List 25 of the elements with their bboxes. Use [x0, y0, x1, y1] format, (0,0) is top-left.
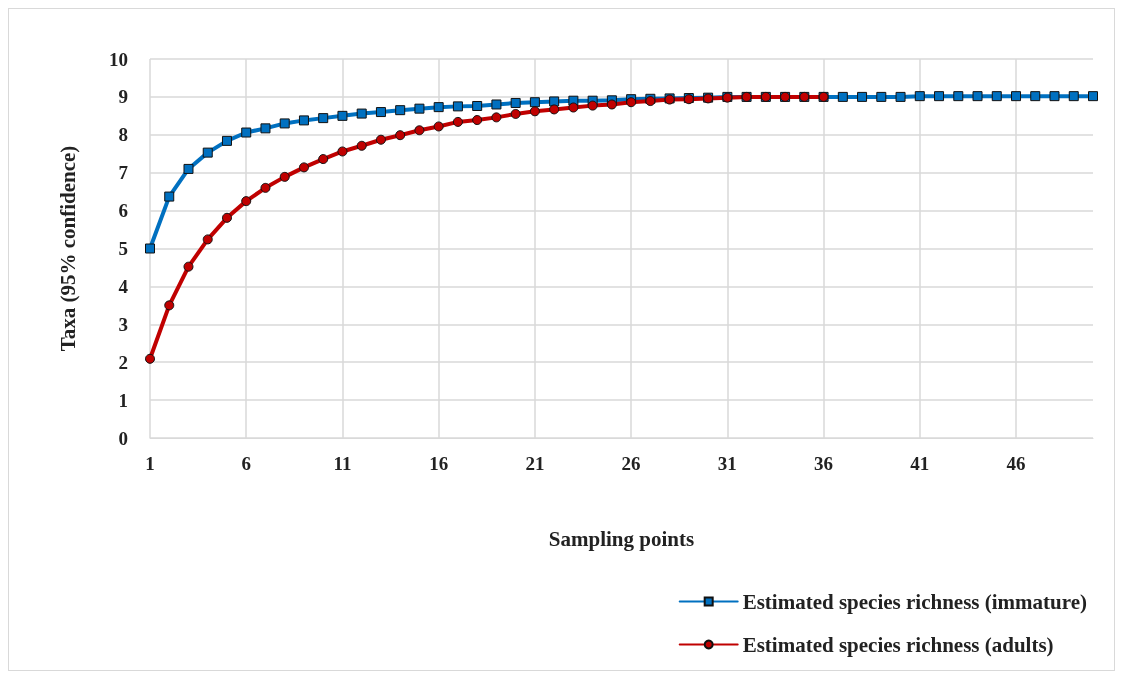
y-tick-label: 4	[118, 275, 129, 297]
y-tick-label: 3	[118, 313, 128, 335]
x-tick-label: 26	[621, 453, 641, 474]
x-axis-title: Sampling points	[548, 526, 695, 551]
y-tick-label: 9	[118, 86, 128, 108]
x-tick-label: 16	[429, 453, 449, 474]
x-tick-label: 6	[241, 453, 251, 474]
y-tick-label: 7	[118, 162, 129, 184]
y-tick-label: 8	[118, 124, 128, 146]
y-tick-label: 5	[118, 238, 128, 259]
y-tick-label: 2	[118, 351, 128, 373]
x-tick-label: 36	[814, 453, 834, 474]
x-tick-label: 46	[1006, 453, 1026, 474]
y-axis-title: Taxa (95% confidence)	[55, 145, 80, 352]
y-tick-label: 6	[118, 200, 128, 222]
y-tick-label: 1	[118, 389, 128, 411]
x-tick-label: 1	[145, 453, 155, 474]
y-tick-label: 0	[118, 427, 128, 449]
legend-label: Estimated species richness (immature)	[742, 589, 1088, 614]
x-tick-label: 21	[525, 453, 545, 474]
x-tick-label: 41	[910, 453, 930, 474]
x-tick-label: 11	[333, 453, 352, 474]
y-tick-label: 10	[109, 48, 128, 70]
x-tick-label: 31	[717, 453, 737, 474]
legend-label: Estimated species richness (adults)	[742, 632, 1054, 657]
